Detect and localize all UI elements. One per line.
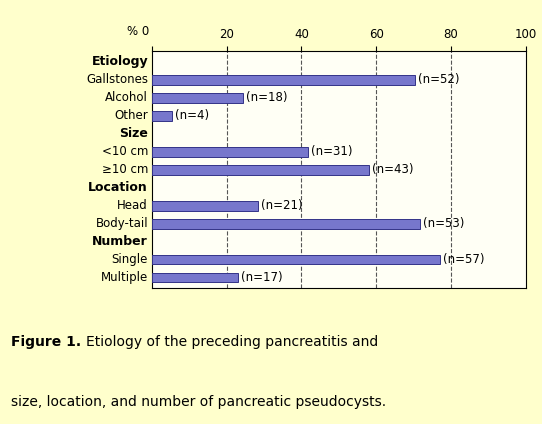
Text: (n=43): (n=43) <box>372 163 414 176</box>
Text: Body-tail: Body-tail <box>95 217 148 230</box>
Text: % 0: % 0 <box>127 25 149 38</box>
Text: Figure 1.: Figure 1. <box>11 335 81 349</box>
Text: ≥10 cm: ≥10 cm <box>102 163 148 176</box>
Bar <box>152 147 308 156</box>
Text: <10 cm: <10 cm <box>102 145 148 158</box>
Text: (n=52): (n=52) <box>418 73 459 86</box>
Text: Location: Location <box>88 181 148 194</box>
Text: (n=21): (n=21) <box>261 199 302 212</box>
Text: (n=53): (n=53) <box>423 217 464 230</box>
Bar <box>152 254 440 265</box>
Text: Other: Other <box>114 109 148 122</box>
Bar <box>152 111 172 120</box>
Bar <box>152 165 369 175</box>
Text: Etiology of the preceding pancreatitis and: Etiology of the preceding pancreatitis a… <box>86 335 378 349</box>
Text: Gallstones: Gallstones <box>86 73 148 86</box>
Text: Number: Number <box>92 235 148 248</box>
Text: Multiple: Multiple <box>101 271 148 284</box>
Bar <box>152 273 238 282</box>
Bar <box>152 93 243 103</box>
Text: size, location, and number of pancreatic pseudocysts.: size, location, and number of pancreatic… <box>11 395 386 410</box>
Bar <box>152 75 415 85</box>
Text: (n=4): (n=4) <box>175 109 209 122</box>
Text: Etiology: Etiology <box>92 55 148 68</box>
Text: Head: Head <box>117 199 148 212</box>
Text: (n=31): (n=31) <box>312 145 353 158</box>
Text: (n=57): (n=57) <box>443 253 484 266</box>
Bar <box>152 219 420 229</box>
Text: (n=17): (n=17) <box>241 271 282 284</box>
Text: Single: Single <box>112 253 148 266</box>
Bar <box>152 201 258 211</box>
Text: (n=18): (n=18) <box>246 91 287 104</box>
Text: Alcohol: Alcohol <box>105 91 148 104</box>
Text: Size: Size <box>119 127 148 140</box>
